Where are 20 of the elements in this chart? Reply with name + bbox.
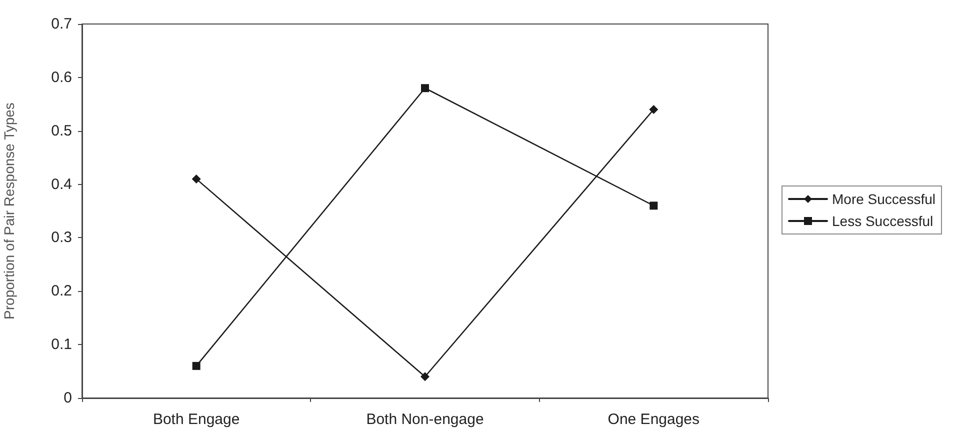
point [192, 362, 200, 370]
y-tick-label: 0.7 [51, 16, 72, 32]
x-tick-label: One Engages [608, 411, 700, 428]
point [650, 202, 658, 210]
y-tick-label: 0.4 [51, 176, 72, 193]
point [421, 84, 429, 92]
x-tick-label: Both Non-engage [366, 411, 484, 428]
y-tick-label: 0.2 [51, 282, 72, 300]
y-tick-label: 0.5 [51, 122, 72, 140]
y-tick-label: 0 [64, 390, 72, 406]
y-axis-title: Proportion of Pair Response Types [1, 102, 17, 320]
x-tick-label: Both Engage [152, 411, 240, 428]
point [192, 174, 201, 184]
y-tick-label: 0.1 [51, 336, 72, 354]
legend-label: Less Successful [832, 213, 934, 229]
y-tick-label: 0.6 [51, 68, 72, 86]
y-tick-label: 0.3 [51, 229, 72, 246]
legend-label: More Successful [832, 191, 936, 207]
point [649, 104, 658, 114]
point [420, 372, 430, 382]
